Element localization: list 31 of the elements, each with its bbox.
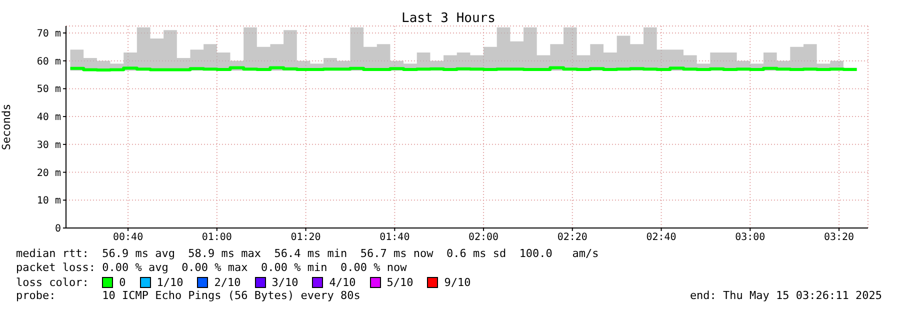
legend-label: 1/10 bbox=[156, 276, 184, 288]
legend-title: loss color: bbox=[16, 276, 90, 288]
x-tick-label: 02:20 bbox=[557, 232, 588, 244]
x-tick-label: 03:00 bbox=[735, 232, 766, 244]
y-tick-label: 60 m bbox=[36, 56, 61, 68]
legend-label: 3/10 bbox=[272, 276, 298, 288]
text: end: Thu May 15 03:26:11 2025 bbox=[690, 289, 882, 303]
y-tick-label: 50 m bbox=[36, 84, 61, 96]
y-tick-label: 40 m bbox=[36, 112, 61, 124]
x-tick-label: 02:40 bbox=[646, 232, 676, 244]
text: median rtt: 56.9 ms avg 58.9 ms max 56.4 ms min 56.7 ms now 0.6 ms sd 100.0 am/s bbox=[16, 247, 600, 261]
y-axis-title: Seconds bbox=[0, 104, 13, 150]
y-tick-label: 20 m bbox=[36, 168, 61, 179]
x-tick-label: 01:00 bbox=[202, 232, 232, 244]
legend-label: 0 bbox=[119, 276, 126, 288]
x-tick-label: 03:20 bbox=[824, 232, 854, 244]
y-tick-label: 70 m bbox=[36, 28, 61, 40]
legend-label: 2/10 bbox=[214, 276, 241, 288]
chart-title: Last 3 Hours bbox=[400, 11, 496, 26]
text: packet loss: 0.00 % avg 0.00 % max 0.00 % min 0.00 % now bbox=[16, 261, 408, 275]
x-tick-label: 00:40 bbox=[112, 232, 144, 244]
y-tick-label: 0 bbox=[54, 224, 61, 235]
y-tick-label: 10 m bbox=[36, 196, 61, 207]
x-tick-label: 01:40 bbox=[380, 232, 410, 244]
legend-label: 4/10 bbox=[329, 276, 356, 288]
text: probe: 10 ICMP Echo Pings (56 Bytes) every 80s bbox=[16, 289, 360, 303]
x-tick-label: 01:20 bbox=[290, 232, 321, 244]
y-tick-label: 30 m bbox=[36, 140, 61, 151]
x-tick-label: 02:00 bbox=[468, 232, 499, 244]
legend-label: 9/10 bbox=[444, 276, 471, 288]
legend-label: 5/10 bbox=[386, 276, 414, 288]
